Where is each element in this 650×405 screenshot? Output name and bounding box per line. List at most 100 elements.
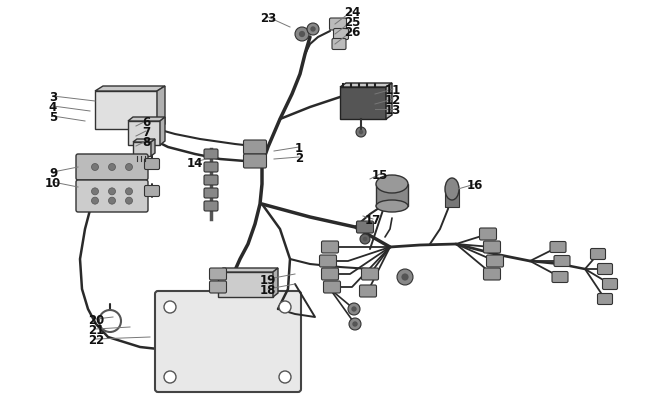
Text: 21: 21 [88,323,104,336]
FancyBboxPatch shape [204,175,218,185]
FancyBboxPatch shape [597,294,612,305]
Polygon shape [151,140,155,157]
Polygon shape [218,269,278,272]
Text: 2: 2 [295,151,303,164]
Circle shape [92,198,99,205]
Text: 9: 9 [49,166,57,179]
FancyBboxPatch shape [144,159,159,170]
Text: 3: 3 [49,90,57,103]
Text: 11: 11 [385,83,401,96]
Polygon shape [340,84,392,88]
FancyBboxPatch shape [144,186,159,197]
Polygon shape [160,118,165,146]
Circle shape [352,322,358,327]
FancyBboxPatch shape [322,241,339,254]
Circle shape [109,188,116,195]
Text: 12: 12 [385,93,401,106]
Ellipse shape [376,175,408,194]
Polygon shape [273,269,278,297]
Circle shape [299,32,305,38]
FancyBboxPatch shape [597,264,612,275]
FancyBboxPatch shape [590,249,606,260]
Bar [376,185,408,207]
FancyBboxPatch shape [204,149,218,160]
FancyBboxPatch shape [359,285,376,297]
Circle shape [109,198,116,205]
Text: 26: 26 [344,26,360,38]
Text: 13: 13 [385,103,401,116]
FancyBboxPatch shape [209,269,226,280]
Circle shape [295,28,309,42]
Circle shape [92,164,99,171]
Circle shape [360,234,370,244]
FancyBboxPatch shape [554,256,570,267]
Polygon shape [218,272,273,297]
Circle shape [307,24,319,36]
FancyBboxPatch shape [76,155,148,181]
Text: 23: 23 [260,11,276,24]
Text: 14: 14 [187,156,203,169]
Text: 5: 5 [49,110,57,123]
Polygon shape [157,87,165,130]
FancyBboxPatch shape [209,281,226,293]
Text: 4: 4 [49,100,57,113]
FancyBboxPatch shape [480,228,497,241]
Text: 19: 19 [260,273,276,286]
FancyBboxPatch shape [244,141,266,155]
FancyBboxPatch shape [333,30,348,40]
Ellipse shape [445,179,459,200]
Circle shape [351,307,357,312]
Circle shape [125,198,133,205]
Circle shape [92,188,99,195]
Text: 24: 24 [344,6,360,19]
FancyBboxPatch shape [550,242,566,253]
Circle shape [279,371,291,383]
Polygon shape [95,92,157,130]
FancyBboxPatch shape [486,256,504,267]
Ellipse shape [376,200,408,213]
FancyBboxPatch shape [603,279,618,290]
Text: 20: 20 [88,313,104,326]
FancyBboxPatch shape [324,281,341,293]
Polygon shape [128,122,160,146]
Text: 6: 6 [142,115,150,128]
Circle shape [356,128,366,138]
FancyBboxPatch shape [361,269,378,280]
FancyBboxPatch shape [322,269,339,280]
Circle shape [109,164,116,171]
FancyBboxPatch shape [204,202,218,211]
Polygon shape [95,87,165,92]
Text: 10: 10 [45,176,61,189]
FancyBboxPatch shape [244,155,266,168]
Circle shape [397,269,413,285]
FancyBboxPatch shape [484,241,501,254]
Circle shape [125,164,133,171]
Circle shape [359,130,363,135]
FancyBboxPatch shape [76,181,148,213]
Circle shape [402,274,409,281]
Text: 25: 25 [344,15,360,28]
Circle shape [310,27,316,33]
Circle shape [348,303,360,315]
Polygon shape [133,143,151,157]
Text: 18: 18 [260,283,276,296]
FancyBboxPatch shape [204,189,218,198]
Bar [445,190,459,207]
Text: 15: 15 [372,168,388,181]
Circle shape [279,301,291,313]
Circle shape [363,237,367,242]
Text: 1: 1 [295,141,303,154]
Polygon shape [128,118,165,122]
Text: 17: 17 [365,213,381,226]
Text: 7: 7 [142,125,150,138]
FancyBboxPatch shape [204,162,218,173]
Text: 16: 16 [467,178,483,191]
FancyBboxPatch shape [552,272,568,283]
Polygon shape [386,84,392,120]
FancyBboxPatch shape [356,222,374,233]
FancyBboxPatch shape [332,39,346,50]
Text: 22: 22 [88,333,104,345]
FancyBboxPatch shape [320,256,337,267]
Circle shape [349,318,361,330]
Polygon shape [340,88,386,120]
